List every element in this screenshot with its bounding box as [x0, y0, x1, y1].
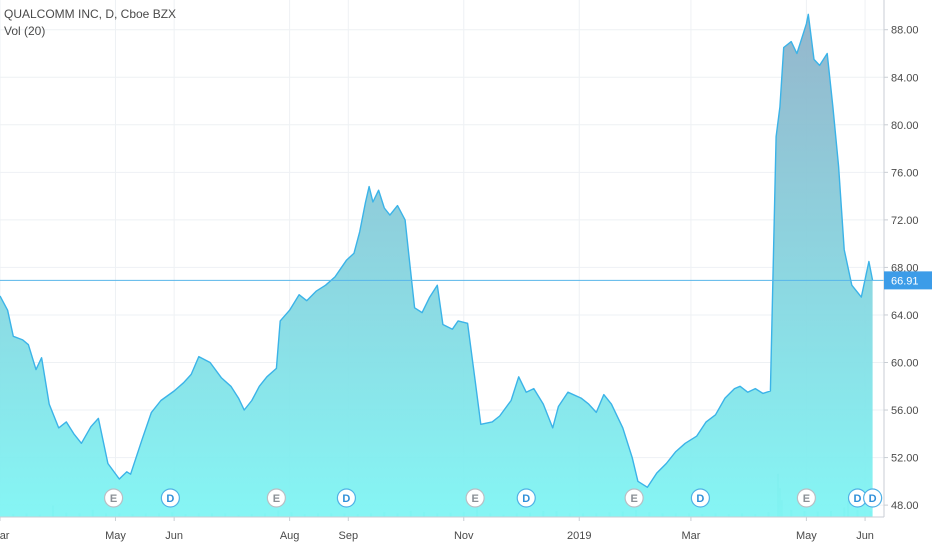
price-tick-label: 52.00	[891, 453, 919, 465]
time-tick-label: May	[796, 530, 817, 542]
volume-indicator-label[interactable]: Vol (20)	[4, 24, 46, 38]
dividend-marker-circle	[160, 488, 180, 508]
time-tick-label: May	[105, 530, 126, 542]
price-area	[0, 13, 874, 518]
event-marker-label: D	[869, 493, 877, 505]
event-marker-label: D	[342, 493, 350, 505]
earnings-marker[interactable]: E	[465, 488, 485, 508]
price-tick-label: 88.00	[891, 25, 919, 37]
earnings-marker[interactable]: E	[103, 488, 124, 508]
price-area-fill	[0, 14, 873, 518]
event-marker-label: D	[854, 493, 862, 505]
price-axis[interactable]: 48.0052.0056.0060.0064.0068.0072.0076.00…	[883, 0, 932, 550]
earnings-marker-circle	[796, 488, 816, 508]
earnings-marker-circle	[624, 488, 644, 508]
event-marker-label: D	[166, 493, 174, 505]
earnings-marker-circle	[266, 488, 286, 508]
event-marker-label: E	[630, 493, 637, 505]
earnings-marker[interactable]: E	[624, 488, 644, 508]
price-tick-label: 80.00	[891, 120, 919, 132]
price-tick-label: 64.00	[891, 310, 919, 322]
last-price-label: 66.91	[891, 275, 919, 287]
price-tick-label: 60.00	[891, 357, 919, 369]
time-tick-label: Jun	[856, 530, 874, 542]
event-marker-label: D	[522, 493, 530, 505]
event-marker-label: E	[110, 493, 117, 505]
time-axis[interactable]: Mar May Jun Aug Sep Nov 2019 Mar May Jun	[0, 516, 932, 550]
dividend-marker[interactable]: D	[336, 488, 357, 508]
earnings-marker[interactable]: E	[796, 488, 816, 508]
time-axis-bg	[0, 517, 932, 550]
price-tick-label: 76.00	[891, 167, 919, 179]
earnings-marker-circle	[103, 488, 124, 508]
event-marker-label: E	[471, 493, 478, 505]
chart-legend: QUALCOMM INC, D, Cboe BZX Vol (20)	[4, 6, 176, 40]
event-marker-label: E	[273, 493, 280, 505]
time-tick-label: Mar	[0, 530, 10, 542]
time-tick-label: 2019	[567, 530, 591, 542]
last-price-tag	[884, 271, 932, 290]
earnings-marker-circle	[465, 488, 485, 508]
price-tick-label: 84.00	[891, 72, 919, 84]
dividend-marker-circle	[516, 488, 536, 508]
dividend-marker-circle	[690, 488, 710, 508]
price-series-line[interactable]	[0, 13, 874, 488]
event-marker-label: E	[803, 493, 810, 505]
time-tick-label: Jun	[165, 530, 183, 542]
price-tick-label: 48.00	[891, 500, 919, 512]
dividend-marker[interactable]: D	[160, 488, 180, 508]
dividend-marker[interactable]: D	[516, 488, 536, 508]
price-tick-label: 72.00	[891, 215, 919, 227]
time-tick-label: Nov	[454, 530, 474, 542]
time-tick-label: Sep	[339, 530, 359, 542]
earnings-marker[interactable]: E	[266, 488, 286, 508]
dividend-marker[interactable]: D	[863, 488, 883, 508]
dividend-marker-circle	[863, 488, 883, 508]
time-tick-label: Aug	[280, 530, 300, 542]
event-marker-label: D	[696, 493, 704, 505]
time-tick-label: Mar	[681, 530, 700, 542]
dividend-marker-circle	[336, 488, 357, 508]
dividend-marker[interactable]: D	[690, 488, 710, 508]
price-tick-label: 56.00	[891, 405, 919, 417]
symbol-title[interactable]: QUALCOMM INC, D, Cboe BZX	[4, 7, 177, 21]
